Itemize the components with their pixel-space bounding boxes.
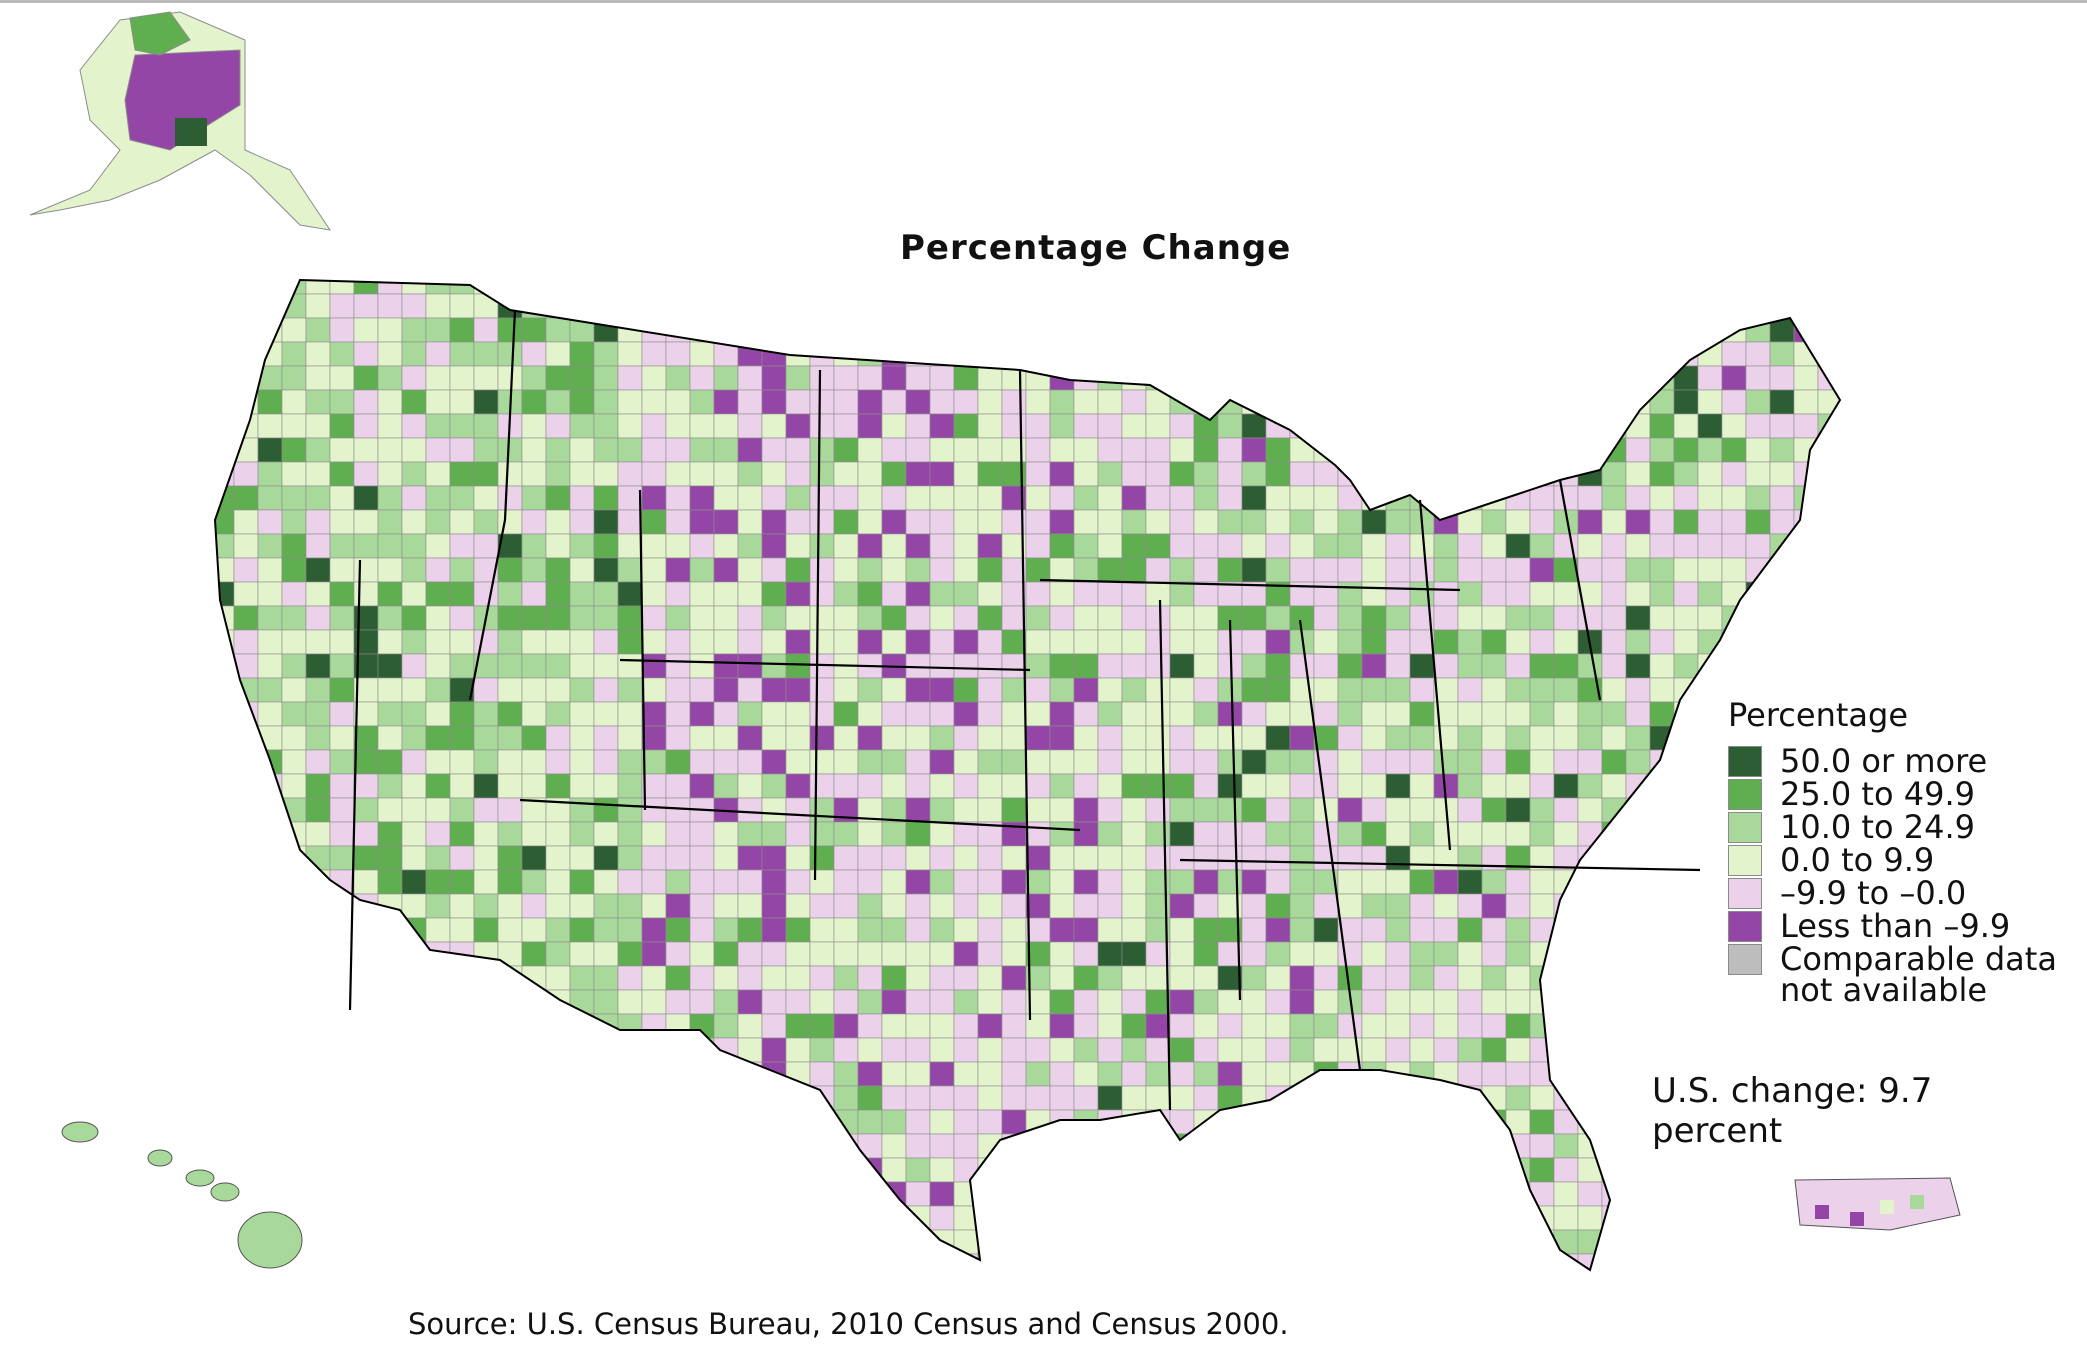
legend-swatch-pale-green [1728,845,1762,876]
legend-swatch-dark-green [1728,746,1762,777]
legend-label: Less than –9.9 [1780,907,2011,945]
legend-label: Comparable data not available [1780,940,2057,1009]
alaska-map [29,11,332,231]
map-title: Percentage Change [900,228,1292,268]
legend-item: 25.0 to 49.9 [1728,775,2073,813]
legend-swatch-green [1728,779,1762,810]
legend: Percentage 50.0 or more 25.0 to 49.9 10.… [1728,696,2073,1012]
legend-label: 50.0 or more [1780,742,1988,780]
legend-swatch-purple [1728,911,1762,942]
legend-item: Less than –9.9 [1728,907,2073,945]
legend-label: 25.0 to 49.9 [1780,775,1975,813]
legend-item: 10.0 to 24.9 [1728,808,2073,846]
us-change-note: U.S. change: 9.7 percent [1652,1071,1933,1151]
hawaii-map [61,1121,303,1269]
legend-swatch-gray [1728,944,1762,975]
legend-title: Percentage [1728,696,1909,734]
legend-item: 50.0 or more [1728,742,2073,780]
legend-item: Comparable data not available [1728,940,2073,1012]
source-note: Source: U.S. Census Bureau, 2010 Census … [408,1307,1289,1341]
legend-swatch-light-green [1728,812,1762,843]
legend-label: –9.9 to –0.0 [1780,874,1967,912]
legend-item: 0.0 to 9.9 [1728,841,2073,879]
contiguous-us-map [213,278,1842,1272]
legend-item: –9.9 to –0.0 [1728,874,2073,912]
top-rule [0,0,2087,3]
legend-label: 10.0 to 24.9 [1780,808,1975,846]
legend-label: 0.0 to 9.9 [1780,841,1935,879]
puerto-rico-map [1794,1177,1961,1231]
legend-swatch-pale-purple [1728,878,1762,909]
